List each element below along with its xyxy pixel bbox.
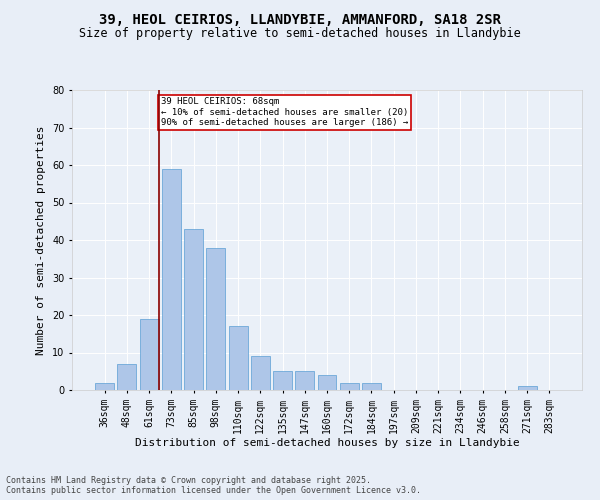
Bar: [206, 248, 225, 390]
Bar: [229, 326, 248, 390]
Bar: [95, 382, 114, 390]
Bar: [362, 382, 381, 390]
X-axis label: Distribution of semi-detached houses by size in Llandybie: Distribution of semi-detached houses by …: [134, 438, 520, 448]
Bar: [118, 364, 136, 390]
Bar: [273, 371, 292, 390]
Bar: [340, 382, 359, 390]
Bar: [518, 386, 536, 390]
Text: Contains HM Land Registry data © Crown copyright and database right 2025.
Contai: Contains HM Land Registry data © Crown c…: [6, 476, 421, 495]
Bar: [162, 169, 181, 390]
Bar: [295, 371, 314, 390]
Bar: [140, 319, 158, 390]
Text: Size of property relative to semi-detached houses in Llandybie: Size of property relative to semi-detach…: [79, 28, 521, 40]
Bar: [317, 375, 337, 390]
Bar: [251, 356, 270, 390]
Text: 39 HEOL CEIRIOS: 68sqm
← 10% of semi-detached houses are smaller (20)
90% of sem: 39 HEOL CEIRIOS: 68sqm ← 10% of semi-det…: [161, 98, 408, 128]
Y-axis label: Number of semi-detached properties: Number of semi-detached properties: [37, 125, 46, 355]
Text: 39, HEOL CEIRIOS, LLANDYBIE, AMMANFORD, SA18 2SR: 39, HEOL CEIRIOS, LLANDYBIE, AMMANFORD, …: [99, 12, 501, 26]
Bar: [184, 229, 203, 390]
